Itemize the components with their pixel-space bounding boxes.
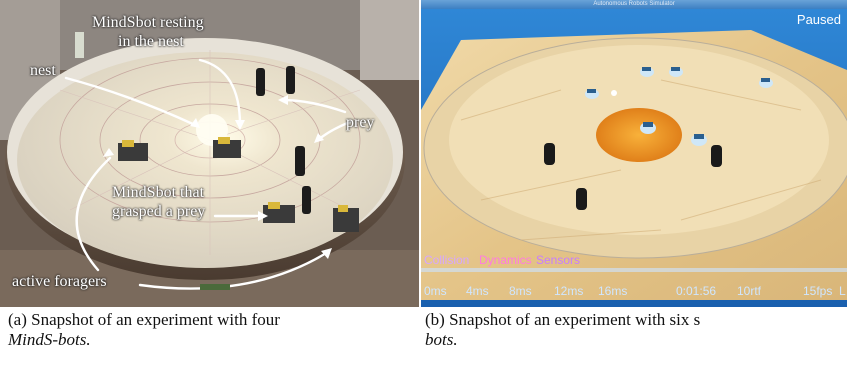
caption-b: (b) Snapshot of an experiment with six s… bbox=[425, 310, 700, 350]
caption-a-line1: (a) Snapshot of an experiment with four bbox=[8, 310, 280, 329]
timeline-8ms: 8ms bbox=[509, 284, 532, 298]
timeline-fps: 15fps bbox=[803, 284, 833, 298]
panel-a-photo: MindSbot resting in the nest nest prey M… bbox=[0, 0, 419, 307]
hud-collision[interactable]: Collision bbox=[424, 253, 470, 267]
timeline-rtf: 10rtf bbox=[737, 284, 762, 298]
caption-b-line2: bots. bbox=[425, 330, 458, 349]
arena-photo bbox=[0, 0, 419, 307]
timeline-12ms: 12ms bbox=[554, 284, 584, 298]
window-titlebar: Autonomous Robots Simulator bbox=[421, 0, 847, 9]
sim-robots bbox=[585, 67, 773, 146]
caption-a-line2: MindS-bots. bbox=[8, 330, 91, 349]
caption-a: (a) Snapshot of an experiment with four … bbox=[8, 310, 280, 350]
mindsbots bbox=[118, 137, 359, 232]
timeline-4ms: 4ms bbox=[466, 284, 489, 298]
sim-viewport bbox=[421, 9, 847, 307]
label-resting-2: in the nest bbox=[118, 33, 184, 50]
label-grasped: MindSbot that bbox=[112, 184, 205, 201]
panel-b-simulator: Autonomous Robots Simulator bbox=[421, 0, 847, 307]
hud-sensors[interactable]: Sensors bbox=[536, 253, 581, 267]
timeline-0ms: 0ms bbox=[424, 284, 447, 298]
label-nest: nest bbox=[30, 62, 56, 79]
label-grasped-2: grasped a prey bbox=[112, 203, 206, 220]
label-prey: prey bbox=[346, 114, 375, 131]
timeline-16ms: 16ms bbox=[598, 284, 628, 298]
status-paused: Paused bbox=[796, 12, 841, 27]
sim-prey bbox=[544, 90, 722, 210]
hud-dynamics[interactable]: Dynamics bbox=[479, 253, 532, 267]
prey-objects bbox=[256, 66, 311, 214]
label-active-foragers: active foragers bbox=[12, 273, 107, 290]
caption-b-line1: (b) Snapshot of an experiment with six s bbox=[425, 310, 701, 329]
timeline-l: L bbox=[839, 284, 846, 298]
label-resting: MindSbot resting bbox=[92, 14, 204, 31]
timeline-clock: 0:01:56 bbox=[676, 284, 717, 298]
